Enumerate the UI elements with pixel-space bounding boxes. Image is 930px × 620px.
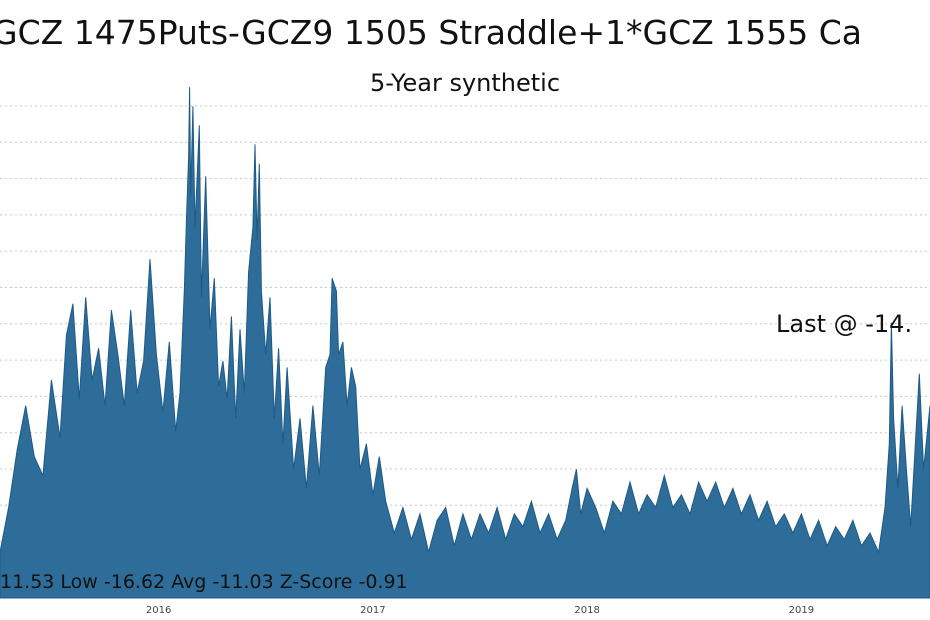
x-axis-ticks: 2016 2017 2018 2019: [146, 605, 814, 616]
stats-label: 11.53 Low -16.62 Avg -11.03 Z-Score -0.9…: [0, 571, 408, 593]
x-tick-label: 2016: [146, 605, 171, 616]
chart-title: GCZ 1475Puts-GCZ9 1505 Straddle+1*GCZ 15…: [0, 13, 862, 52]
x-tick-label: 2017: [360, 605, 385, 616]
last-value-label: Last @ -14.: [776, 310, 912, 338]
area-series: [0, 87, 930, 599]
chart-subtitle: 5-Year synthetic: [370, 69, 560, 97]
x-tick-label: 2018: [574, 605, 599, 616]
x-tick-label: 2019: [789, 605, 814, 616]
